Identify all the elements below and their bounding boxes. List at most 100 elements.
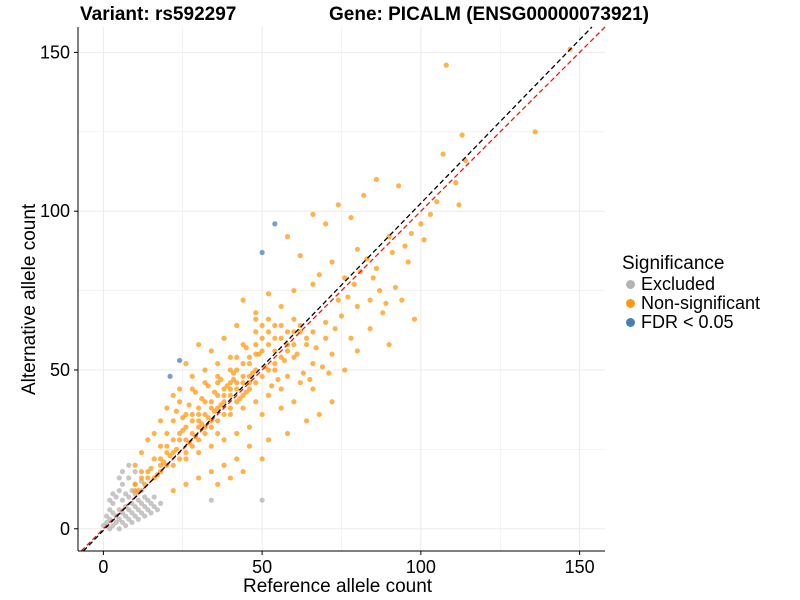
- point-excluded: [148, 510, 154, 516]
- point-excluded: [119, 497, 126, 503]
- point-non-significant: [354, 303, 360, 310]
- point-excluded: [142, 503, 148, 510]
- point-excluded: [151, 494, 157, 500]
- point-non-significant: [173, 408, 180, 414]
- point-non-significant: [237, 395, 243, 402]
- point-non-significant: [221, 392, 227, 398]
- point-non-significant: [186, 402, 192, 408]
- point-non-significant: [240, 405, 246, 411]
- point-excluded: [208, 497, 214, 503]
- point-non-significant: [310, 361, 316, 367]
- point-non-significant: [265, 437, 272, 443]
- point-non-significant: [189, 443, 195, 449]
- point-non-significant: [215, 430, 221, 437]
- point-non-significant: [386, 341, 392, 348]
- point-non-significant: [392, 284, 399, 291]
- reference-lines: [80, 26, 606, 552]
- point-non-significant: [215, 361, 221, 367]
- point-non-significant: [310, 329, 316, 335]
- point-non-significant: [221, 462, 227, 468]
- point-non-significant: [250, 370, 256, 376]
- point-non-significant: [170, 488, 176, 494]
- point-non-significant: [227, 392, 233, 398]
- point-non-significant: [240, 297, 246, 303]
- point-non-significant: [259, 411, 265, 418]
- point-non-significant: [294, 351, 300, 357]
- point-non-significant: [373, 176, 380, 183]
- point-non-significant: [240, 392, 246, 398]
- point-non-significant: [418, 221, 424, 227]
- point-non-significant: [215, 405, 221, 411]
- point-non-significant: [265, 291, 272, 297]
- point-non-significant: [338, 313, 345, 319]
- point-non-significant: [307, 376, 313, 383]
- point-non-significant: [243, 389, 249, 395]
- point-excluded: [142, 513, 148, 519]
- point-non-significant: [227, 405, 233, 411]
- point-non-significant: [211, 389, 218, 395]
- point-non-significant: [316, 411, 322, 418]
- point-excluded: [126, 462, 132, 468]
- point-non-significant: [272, 322, 278, 329]
- point-non-significant: [313, 345, 319, 351]
- point-non-significant: [291, 399, 297, 405]
- point-non-significant: [199, 395, 205, 402]
- point-non-significant: [342, 275, 348, 281]
- point-non-significant: [148, 465, 154, 472]
- point-excluded: [135, 516, 141, 522]
- point-non-significant: [272, 361, 278, 367]
- point-non-significant: [202, 411, 208, 418]
- point-non-significant: [284, 234, 291, 240]
- point-non-significant: [421, 237, 427, 243]
- point-non-significant: [161, 459, 167, 465]
- point-non-significant: [303, 341, 310, 348]
- point-non-significant: [291, 354, 297, 360]
- x-tick-label: 150: [565, 557, 595, 577]
- point-non-significant: [323, 335, 329, 341]
- point-non-significant: [170, 418, 176, 424]
- point-non-significant: [189, 411, 195, 418]
- point-non-significant: [367, 326, 373, 332]
- point-non-significant: [246, 361, 253, 367]
- point-excluded: [123, 491, 129, 497]
- point-non-significant: [227, 354, 233, 360]
- point-excluded: [107, 497, 113, 503]
- point-non-significant: [164, 443, 170, 449]
- chart-title-gene: Gene: PICALM (ENSG00000073921): [329, 4, 649, 25]
- point-excluded: [110, 491, 116, 497]
- point-non-significant: [227, 475, 233, 481]
- point-excluded: [132, 469, 138, 475]
- point-non-significant: [240, 361, 246, 367]
- point-non-significant: [246, 386, 253, 392]
- point-non-significant: [234, 430, 240, 437]
- x-tick-label: 50: [252, 557, 272, 577]
- point-non-significant: [199, 421, 205, 427]
- point-non-significant: [170, 392, 176, 398]
- point-non-significant: [440, 151, 446, 157]
- point-non-significant: [208, 405, 214, 411]
- point-non-significant: [259, 322, 265, 329]
- point-non-significant: [224, 383, 230, 389]
- point-fdr-0-05: [259, 249, 265, 256]
- point-non-significant: [332, 326, 338, 332]
- y-tick-label: 100: [40, 201, 70, 221]
- legend-label-non-significant: Non-significant: [641, 293, 761, 313]
- point-non-significant: [227, 411, 233, 418]
- point-non-significant: [227, 380, 233, 386]
- chart-title-variant: Variant: rs592297: [80, 4, 237, 25]
- point-excluded: [116, 488, 122, 494]
- point-non-significant: [234, 322, 240, 329]
- point-excluded: [123, 522, 129, 529]
- point-non-significant: [370, 275, 376, 281]
- point-non-significant: [240, 469, 246, 475]
- point-excluded: [148, 500, 154, 506]
- point-non-significant: [183, 437, 189, 443]
- point-non-significant: [348, 214, 354, 221]
- point-non-significant: [326, 370, 332, 376]
- x-axis-label: Reference allele count: [243, 576, 433, 597]
- point-non-significant: [176, 399, 183, 405]
- point-non-significant: [383, 300, 389, 306]
- point-non-significant: [240, 373, 246, 379]
- point-non-significant: [208, 348, 214, 354]
- point-non-significant: [183, 411, 189, 418]
